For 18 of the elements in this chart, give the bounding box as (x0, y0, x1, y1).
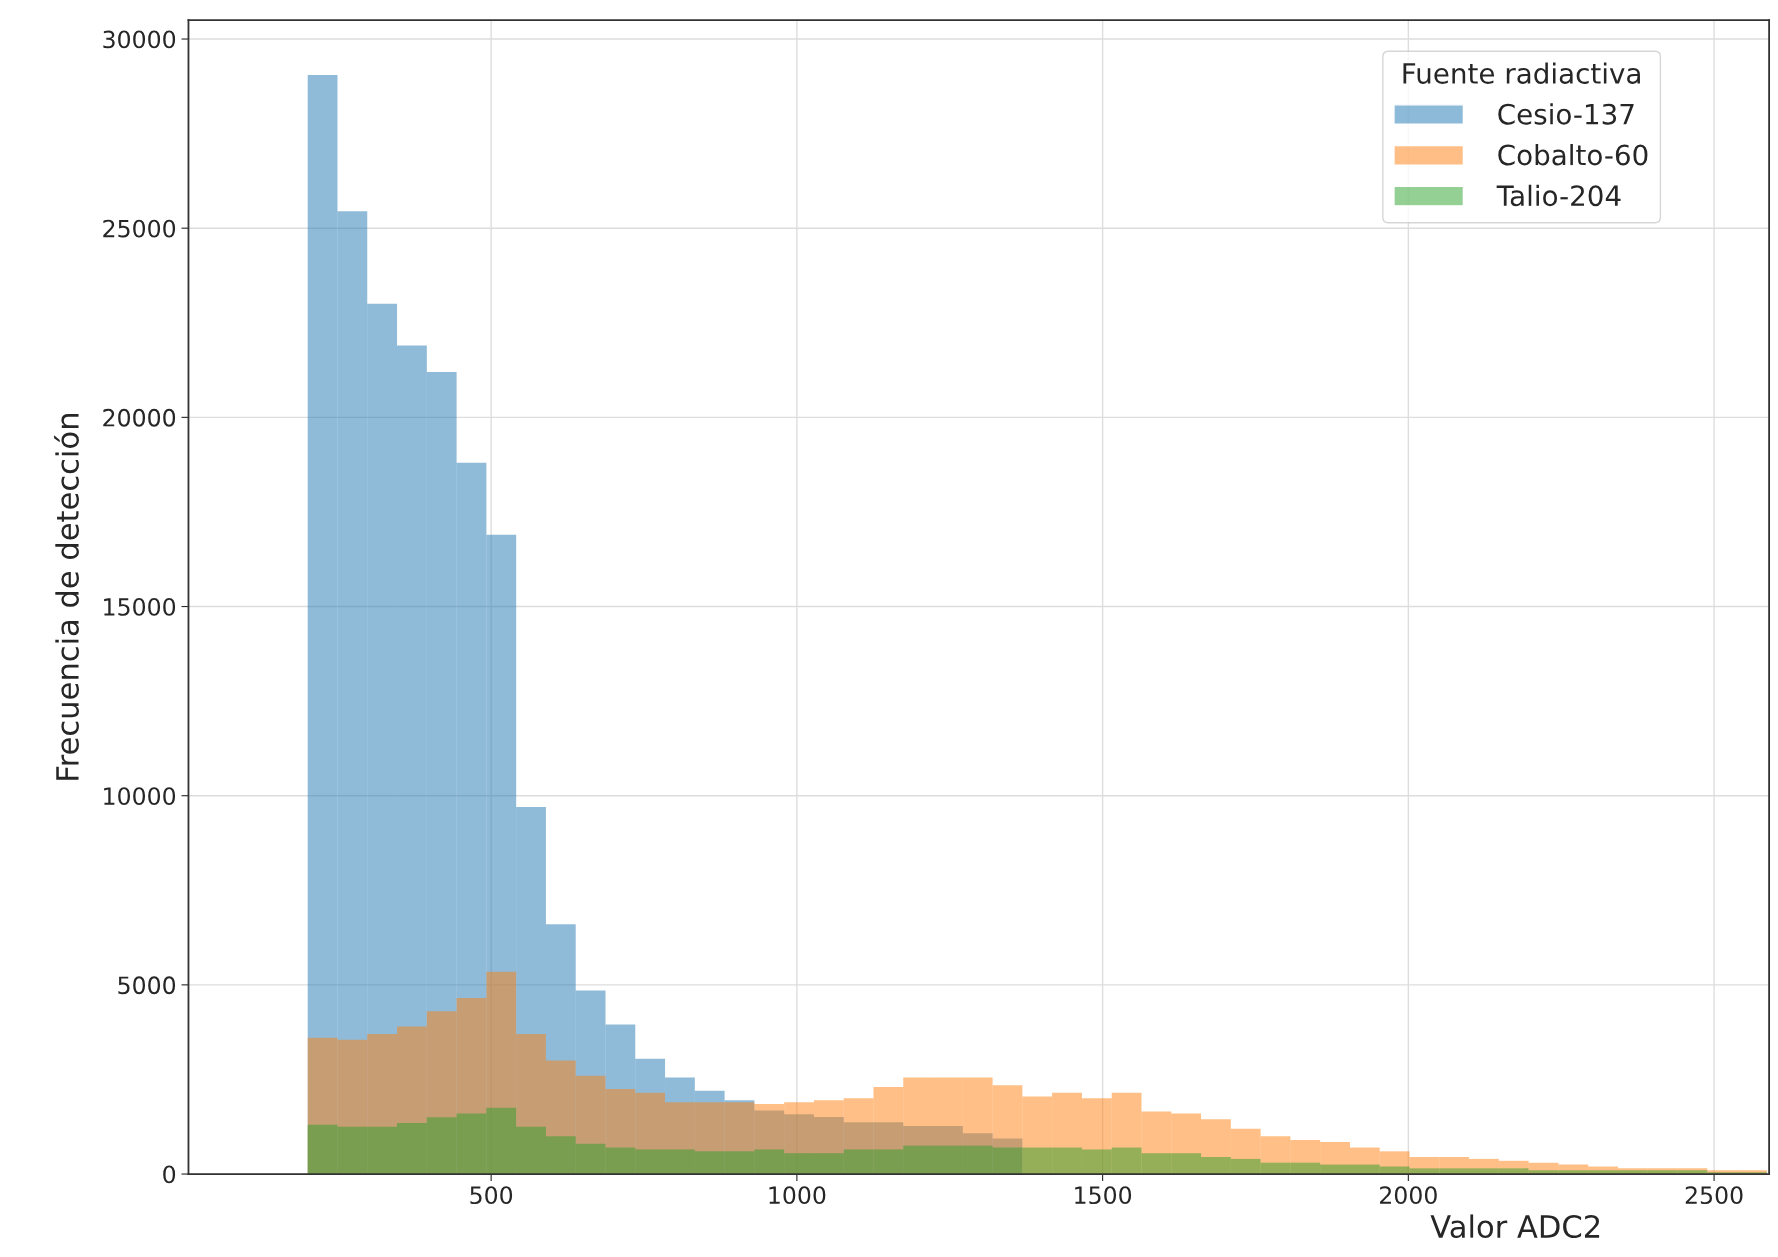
x-axis-title: Valor ADC2 (1430, 1214, 1600, 1239)
legend-title: Fuente radiactiva (1403, 62, 1640, 84)
legend-label: Talio-204 (1496, 184, 1621, 207)
x-tick-label: 500 (470, 1186, 513, 1205)
y-tick-label: 5000 (118, 976, 176, 995)
x-tick-label: 1000 (769, 1186, 826, 1205)
y-tick-label: 0 (163, 1165, 176, 1184)
legend-label: Cobalto-60 (1498, 143, 1648, 166)
y-tick-label: 15000 (104, 597, 176, 616)
x-tick-label: 2500 (1685, 1186, 1743, 1205)
x-tick-label: 2000 (1380, 1186, 1437, 1205)
y-axis-title: Frecuencia de detección (54, 414, 79, 780)
legend-label: Cesio-137 (1498, 103, 1634, 125)
y-tick-label: 25000 (103, 219, 176, 238)
x-tick-label: 1500 (1075, 1186, 1132, 1205)
y-tick-label: 20000 (103, 408, 176, 427)
y-tick-label: 30000 (103, 30, 176, 49)
y-tick-label: 10000 (104, 787, 176, 806)
